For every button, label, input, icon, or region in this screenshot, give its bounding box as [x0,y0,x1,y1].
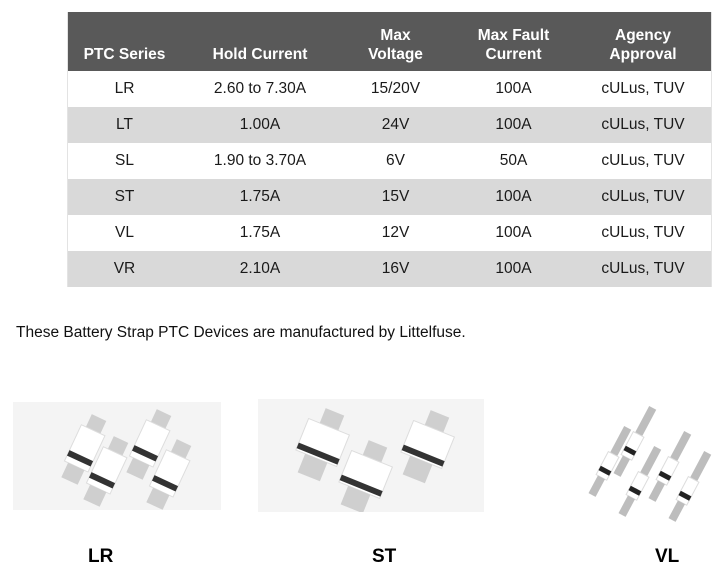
st-product-image [258,399,484,512]
cell-hold-current: 1.00A [181,107,339,143]
header-text: PTC Series [83,46,166,63]
header-text-line1: Max Fault [477,27,550,44]
header-text-line1: Agency [615,27,671,44]
cell-series: ST [67,179,181,215]
lr-devices-illustration [13,402,221,510]
st-devices-illustration [258,399,484,512]
table-row: LR 2.60 to 7.30A 15/20V 100A cULus, TUV [67,71,712,107]
cell-series: SL [67,143,181,179]
cell-max-voltage: 24V [339,107,452,143]
table-row: VL 1.75A 12V 100A cULus, TUV [67,215,712,251]
cell-agency-approval: cULus, TUV [575,71,712,107]
cell-series: LR [67,71,181,107]
table-row: LT 1.00A 24V 100A cULus, TUV [67,107,712,143]
header-max-voltage: Max Voltage [339,12,452,71]
cell-series: VL [67,215,181,251]
cell-max-fault-current: 50A [452,143,575,179]
cell-max-fault-current: 100A [452,179,575,215]
cell-agency-approval: cULus, TUV [575,143,712,179]
lr-product-image [13,402,221,510]
table-row: ST 1.75A 15V 100A cULus, TUV [67,179,712,215]
header-max-fault-current: Max Fault Current [452,12,575,71]
manufacturer-caption: These Battery Strap PTC Devices are manu… [16,324,466,341]
header-text: Hold Current [212,46,308,63]
vl-product-label: VL [655,546,680,567]
cell-hold-current: 2.10A [181,251,339,287]
cell-agency-approval: cULus, TUV [575,107,712,143]
cell-max-voltage: 6V [339,143,452,179]
table-row: SL 1.90 to 3.70A 6V 50A cULus, TUV [67,143,712,179]
cell-max-voltage: 12V [339,215,452,251]
cell-agency-approval: cULus, TUV [575,251,712,287]
header-text-line2: Voltage [368,46,423,63]
header-text-line1: Max [380,27,411,44]
header-text-line2: Approval [609,46,677,63]
table-header-row: PTC Series Hold Current Max Voltage Max F… [67,12,712,71]
cell-max-fault-current: 100A [452,107,575,143]
cell-series: LT [67,107,181,143]
cell-hold-current: 2.60 to 7.30A [181,71,339,107]
ptc-series-table: PTC Series Hold Current Max Voltage Max F… [67,12,712,287]
vl-devices-illustration [548,400,712,530]
vl-product-image [548,400,712,530]
cell-agency-approval: cULus, TUV [575,179,712,215]
cell-max-fault-current: 100A [452,71,575,107]
lr-product-label: LR [88,546,114,567]
cell-max-voltage: 15/20V [339,71,452,107]
cell-series: VR [67,251,181,287]
cell-hold-current: 1.90 to 3.70A [181,143,339,179]
cell-max-fault-current: 100A [452,215,575,251]
cell-max-voltage: 15V [339,179,452,215]
header-text-line2: Current [485,46,542,63]
cell-max-fault-current: 100A [452,251,575,287]
header-ptc-series: PTC Series [67,12,181,71]
cell-hold-current: 1.75A [181,215,339,251]
header-hold-current: Hold Current [181,12,339,71]
cell-agency-approval: cULus, TUV [575,215,712,251]
st-product-label: ST [372,546,397,567]
table-row: VR 2.10A 16V 100A cULus, TUV [67,251,712,287]
cell-max-voltage: 16V [339,251,452,287]
cell-hold-current: 1.75A [181,179,339,215]
header-agency-approval: Agency Approval [575,12,712,71]
